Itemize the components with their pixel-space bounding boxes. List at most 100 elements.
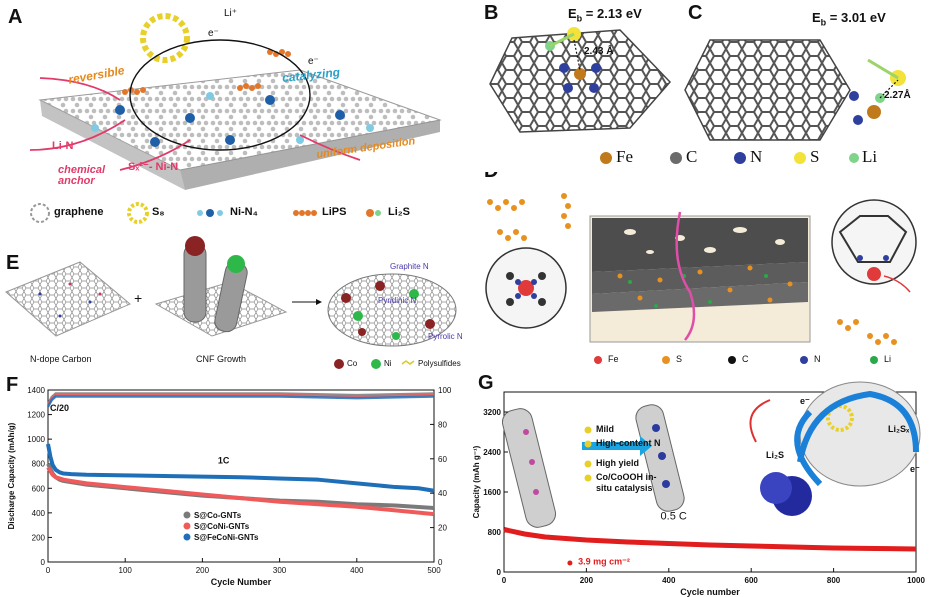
g-ytick-label: 1600: [483, 488, 501, 497]
g-tube-left: [501, 408, 557, 528]
panel-a-illustration: [29, 13, 442, 224]
f-xtick-label: 0: [46, 566, 51, 575]
f-legend-label: S@CoNi-GNTs: [194, 522, 250, 531]
label-li-plus: Li⁺: [224, 8, 238, 19]
e-legend-ni: Ni: [384, 359, 392, 368]
g-label-li2sx: Li₂Sₓ: [888, 424, 910, 434]
panel-g-label: G: [478, 372, 494, 394]
f-y2tick-label: 80: [438, 420, 447, 429]
f-ytick-label: 200: [32, 533, 46, 542]
g-xtick-label: 0: [502, 576, 507, 585]
chart-f: 0 100 200 300 400 500020040060080010001200140…: [7, 386, 452, 587]
panel-a: A: [0, 0, 468, 232]
bc-legend-icons: [600, 152, 859, 164]
f-ytick-label: 1200: [27, 411, 45, 420]
e-legend-polysulfides: Polysulfides: [418, 359, 461, 368]
bc-legend-li: Li: [862, 147, 878, 166]
panel-b-distance: 2.43 Å: [584, 46, 614, 57]
g-plot-frame: [503, 391, 917, 573]
g-annotation-marker: [567, 560, 573, 566]
g-ylabel: Capacity (mAh g⁻¹): [472, 445, 481, 518]
g-feature-bullets: [584, 426, 592, 482]
f-series-line: [46, 466, 435, 517]
n-doped-carbon-sheet: [5, 261, 131, 337]
g-series-line: [503, 527, 917, 552]
e-annotation-pyrrolic-n: Pyrrolic N: [428, 332, 463, 341]
legend-s8: S₈: [152, 206, 165, 218]
g-xtick-label: 1000: [907, 576, 925, 585]
f-ytick-label: 800: [32, 460, 46, 469]
f-xtick-label: 300: [273, 566, 287, 575]
panel-e: E N-dope Carbon + CNF Growth Graphite N …: [0, 232, 470, 372]
f-y2tick-label: 40: [438, 489, 447, 498]
legend-li2s: Li₂S: [388, 206, 410, 218]
panel-bc-molecules: [489, 27, 906, 164]
g-xtick-label: 800: [827, 576, 841, 585]
panel-a-label: A: [8, 6, 23, 28]
panel-f-label: F: [6, 374, 19, 396]
f-ytick-label: 600: [32, 484, 46, 493]
f-xlabel: Cycle Number: [211, 577, 272, 587]
f-plot-frame: [47, 389, 435, 563]
f-legend-marker: [183, 533, 191, 541]
g-ytick-label: 2400: [483, 448, 501, 457]
f-efficiency-line: [46, 395, 435, 408]
g-xlabel: Cycle number: [680, 587, 740, 597]
bc-legend-s: S: [810, 147, 820, 166]
d-legend-s: S: [676, 354, 683, 364]
panel-c-label: C: [688, 2, 703, 24]
legend-graphene: graphene: [54, 206, 104, 218]
legend-lips: LiPS: [322, 206, 347, 218]
g-arrow: [582, 436, 652, 456]
g-ytick-label: 800: [488, 528, 502, 537]
f-series-line: [46, 443, 435, 493]
f-xtick-label: 400: [350, 566, 364, 575]
label-e-minus-2: e⁻: [308, 56, 319, 67]
panel-c-energy: Eb = 3.01 eV: [812, 10, 886, 28]
f-y2tick-label: 100: [438, 386, 452, 395]
label-e-minus-1: e⁻: [208, 28, 219, 39]
g-annotation-loading: 3.9 mg cm⁻²: [578, 557, 630, 567]
g-annotation-rate: 0.5 C: [661, 511, 687, 523]
panel-e-legend-icons: [334, 359, 415, 369]
panel-g: G 0 200 400 600 800 1000 0 800 1600 2400 3200 Cycle…: [470, 372, 934, 597]
d-legend-c: C: [742, 354, 749, 364]
f-xtick-label: 100: [119, 566, 133, 575]
panel-e-label: E: [6, 252, 20, 274]
g-ytick-label: 3200: [483, 408, 501, 417]
legend-ni-n4: Ni-N₄: [230, 206, 258, 218]
panel-c-distance: 2.27Å: [884, 90, 911, 101]
g-xtick-label: 400: [662, 576, 676, 585]
f-xtick-label: 200: [196, 566, 210, 575]
panel-b-label: B: [484, 2, 499, 24]
d-legend-n: N: [814, 354, 821, 364]
e-annotation-graphite-n: Graphite N: [390, 262, 429, 271]
label-chemical-anchor: chemical anchor: [58, 164, 106, 187]
f-y2tick-label: 20: [438, 524, 447, 533]
g-label-e1: e⁻: [800, 396, 810, 406]
f-ytick-label: 400: [32, 509, 46, 518]
g-illustration: [501, 381, 921, 528]
s8-ring: [140, 13, 190, 63]
panel-b-energy: Eb = 2.13 eV: [568, 6, 642, 24]
f-annotation-c20: C/20: [50, 403, 69, 413]
f-legend-marker: [183, 522, 191, 530]
bc-legend-c: C: [686, 147, 698, 166]
f-y2tick-label: 0: [438, 558, 443, 567]
e-annotation-pyridinic-n: Pyridinic N: [378, 296, 417, 305]
e-step-cnf-growth: CNF Growth: [196, 354, 247, 364]
d-legend-fe: Fe: [608, 354, 619, 364]
f-legend-label: S@FeCoNi-GNTs: [194, 533, 259, 542]
f-annotation-1c: 1C: [218, 456, 230, 466]
cnf-cross-section: [327, 273, 457, 347]
g-feature-catalysis: Co/CoOOH in-situ catalysis: [596, 472, 657, 493]
bc-legend-fe: Fe: [616, 147, 633, 166]
g-xtick-label: 200: [580, 576, 594, 585]
bc-legend-n: N: [750, 147, 763, 166]
panel-d: D: [470, 172, 934, 372]
label-sx-ni-n: Sₓ²⁻- Ni-N: [128, 161, 179, 173]
e-plus: +: [134, 290, 143, 306]
chart-g: 0 200 400 600 800 1000 0 800 1600 2400 3200 Cycle n…: [472, 381, 925, 597]
f-ytick-label: 1400: [27, 386, 45, 395]
g-label-e2: e⁻: [910, 464, 920, 474]
